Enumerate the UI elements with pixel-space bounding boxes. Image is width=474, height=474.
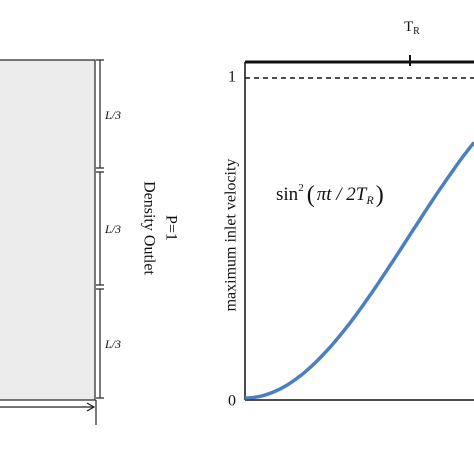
period-sub: R xyxy=(413,26,420,37)
curve-paren: ) xyxy=(376,182,384,208)
dimension-label: L/3 xyxy=(104,337,121,351)
left-panel: L/3 L/3 L/3 Density Outlet P=1 xyxy=(0,59,179,425)
boundary-condition: P=1 xyxy=(162,215,179,241)
curve-power: 2 xyxy=(298,182,304,194)
curve-arg-sub: R xyxy=(365,193,374,207)
domain xyxy=(0,59,96,401)
boundary-label: Density Outlet xyxy=(140,181,157,275)
period-main: T xyxy=(404,19,413,35)
y-tick-label: 0 xyxy=(228,393,236,410)
velocity-curve xyxy=(244,141,474,400)
period-label: TR xyxy=(404,19,420,37)
curve-arg: πt / 2T xyxy=(317,184,368,205)
y-tick-label: 1 xyxy=(228,69,236,86)
dimension-lines xyxy=(0,59,104,425)
dimension-label: L/3 xyxy=(104,222,121,236)
curve-label: sin2(πt / 2TR) xyxy=(276,182,384,208)
dimension-label: L/3 xyxy=(104,108,121,122)
y-axis-label: maximum inlet velocity xyxy=(223,159,240,312)
curve-paren: ( xyxy=(307,182,315,208)
curve-func: sin xyxy=(276,184,299,205)
right-panel: 1 0 maximum inlet velocity TR sin2(πt / … xyxy=(223,19,474,410)
